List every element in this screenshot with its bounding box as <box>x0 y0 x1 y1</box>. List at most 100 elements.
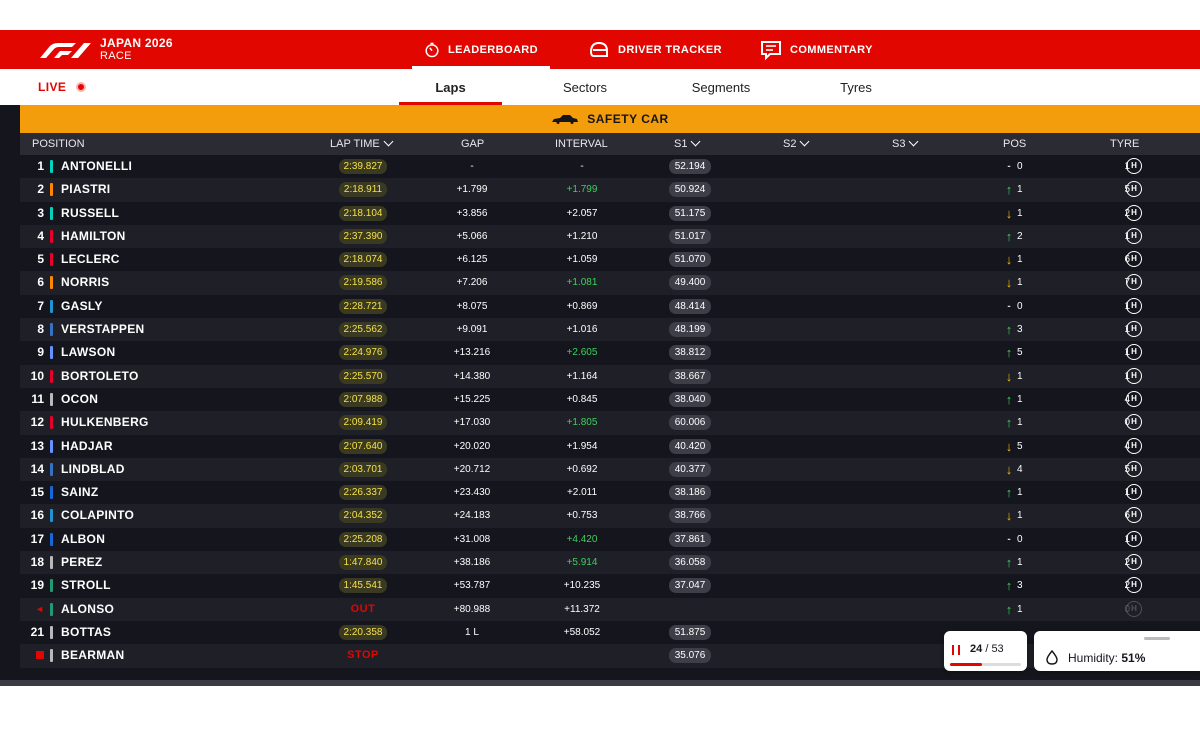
table-row[interactable]: 17 ALBON 2:25.208 +31.008 +4.420 37.861-0 1 H <box>20 528 1200 551</box>
top-nav-bar: JAPAN 2026 RACE LEADERBOARD DRIVER TRACK… <box>0 30 1200 69</box>
tyre-hard-icon: H <box>1126 367 1142 384</box>
team-color-bar <box>50 206 53 220</box>
table-row[interactable]: 18 PEREZ 1:47.840 +38.186 +5.914 36.058 ↑ 1 2 H <box>20 551 1200 575</box>
gap-value: +7.206 <box>456 277 488 289</box>
subtab-segments[interactable]: Segments <box>691 79 751 95</box>
col-s1[interactable]: S1 <box>674 133 701 155</box>
lap-time: 2:18.911 <box>338 182 388 198</box>
table-row[interactable]: BEARMAN STOP 35.076 <box>20 644 1200 668</box>
lap-counter[interactable]: 24 / 53 <box>944 631 1027 671</box>
table-row[interactable]: 14 LINDBLAD 2:03.701 +20.712 +0.692 40.377 ↓ 4 5… <box>20 457 1200 482</box>
table-row[interactable]: 5 LECLERC 2:18.074 +6.125 +1.059 51.070 ↓ 1 6 H <box>20 248 1200 271</box>
tab-driver-tracker[interactable]: DRIVER TRACKER <box>576 30 734 69</box>
arrow-up-icon: ↑ <box>1005 555 1013 571</box>
table-row[interactable]: 1 ANTONELLI 2:39.827- -52.194-0 1 H <box>20 155 1200 178</box>
lap-time-cell: 2:37.390 <box>338 225 388 248</box>
table-row[interactable]: 9 LAWSON 2:24.976 +13.216 +2.605 38.812 ↑ 5 1 H <box>20 341 1200 364</box>
position-change: 1 <box>1017 277 1023 289</box>
brand[interactable]: JAPAN 2026 RACE <box>38 30 173 69</box>
gap-value: +23.430 <box>453 487 491 499</box>
tab-commentary[interactable]: COMMENTARY <box>748 30 885 69</box>
s1-time: 35.076 <box>668 648 712 664</box>
driver-position: 10 <box>30 368 44 383</box>
driver-position: 18 <box>30 555 44 570</box>
table-row[interactable]: 6 NORRIS 2:19.586 +7.206 +1.081 49.400 ↓ 1 7 H <box>20 271 1200 295</box>
arrow-down-icon: ↓ <box>1005 252 1013 268</box>
gap-value: +3.856 <box>456 207 488 219</box>
col-s2[interactable]: S2 <box>783 133 810 155</box>
table-row[interactable]: 12 HULKENBERG 2:09.419 +17.030 +1.805 60.006 ↑… <box>20 411 1200 435</box>
driver-name: COLAPINTO <box>61 508 135 523</box>
lap-time-cell: 2:24.976 <box>338 341 388 364</box>
live-dot-icon <box>76 82 87 92</box>
gap-value: +17.030 <box>453 417 491 429</box>
subtab-tyres[interactable]: Tyres <box>840 79 872 95</box>
table-row[interactable]: 13 HADJAR 2:07.640 +20.020 +1.954 40.420 ↓ 5 4 H <box>20 435 1200 458</box>
col-s3[interactable]: S3 <box>892 133 919 155</box>
table-row[interactable]: 7 GASLY 2:28.721 +8.075 +0.869 48.414-0 1 H <box>20 295 1200 318</box>
lap-time: 2:24.976 <box>338 345 388 361</box>
table-header: POSITION LAP TIME GAP INTERVAL S1 S2 S3 … <box>20 133 1200 155</box>
humidity-readout: Humidity: 51% <box>1068 651 1145 665</box>
lap-time-cell: 2:25.570 <box>338 365 388 388</box>
s1-time: 37.861 <box>668 531 712 547</box>
helmet-icon <box>589 41 608 57</box>
team-color-bar <box>50 462 53 476</box>
arrow-down-icon: ↓ <box>1005 205 1013 221</box>
col-interval: INTERVAL <box>555 138 608 150</box>
tab-leaderboard[interactable]: LEADERBOARD <box>412 30 550 69</box>
arrow-up-icon: ↑ <box>1005 322 1013 338</box>
chevron-down-icon <box>383 136 394 147</box>
s1-time: 40.420 <box>668 438 712 454</box>
s1-cell: 60.006 <box>664 411 716 434</box>
lap-progress-fill <box>950 663 983 666</box>
driver-position: 2 <box>37 182 44 197</box>
gap-value: +38.186 <box>453 557 491 569</box>
arrow-up-icon: ↑ <box>1005 182 1013 198</box>
lap-time: 2:09.419 <box>338 415 388 431</box>
table-row[interactable]: 4 HAMILTON 2:37.390 +5.066 +1.210 51.017 ↑ 2 1 H <box>20 224 1200 249</box>
position-change: 0 <box>1017 300 1023 312</box>
table-row[interactable]: 16 COLAPINTO 2:04.352 +24.183 +0.753 38.766 ↓ 1… <box>20 504 1200 528</box>
table-row[interactable]: 8 VERSTAPPEN 2:25.562 +9.091 +1.016 48.199 ↑ 3 1… <box>20 318 1200 342</box>
gap-value: +9.091 <box>456 324 488 336</box>
s1-cell: 38.812 <box>664 341 716 364</box>
driver-position: 4 <box>37 228 44 243</box>
lap-time: 2:26.337 <box>338 485 388 501</box>
s1-cell: 51.070 <box>664 248 716 271</box>
team-color-bar <box>50 416 53 430</box>
table-row[interactable]: 21 BOTTAS 2:20.358 1 L +58.052 51.875 <box>20 621 1200 644</box>
gap-value: - <box>470 161 474 172</box>
table-row[interactable]: 19 STROLL 1:45.541 +53.787 +10.235 37.047 ↑ 3 2 H <box>20 574 1200 597</box>
table-row[interactable]: 10 BORTOLETO 2:25.570 +14.380 +1.164 38.667 ↓ 1… <box>20 364 1200 388</box>
s1-cell: 38.667 <box>664 365 716 388</box>
team-color-bar <box>50 556 53 570</box>
dash-icon: - <box>1007 533 1011 545</box>
table-row[interactable]: 15 SAINZ 2:26.337 +23.430 +2.011 38.186 ↑ 1 1 H <box>20 481 1200 504</box>
bottom-scrollbar[interactable] <box>0 680 1200 686</box>
table-row[interactable]: 2 PIASTRI 2:18.911 +1.799 +1.799 50.924 ↑ 1 5 H <box>20 178 1200 202</box>
interval-value: +1.799 <box>566 184 598 196</box>
subtab-laps[interactable]: Laps <box>399 69 502 105</box>
driver-name: LINDBLAD <box>61 461 125 476</box>
s1-time: 51.175 <box>668 205 712 221</box>
interval-value: +1.210 <box>566 230 598 242</box>
position-change: 1 <box>1017 417 1023 429</box>
gap-value: +53.787 <box>453 580 491 592</box>
live-label: LIVE <box>38 80 67 94</box>
col-lap-time[interactable]: LAP TIME <box>330 133 394 155</box>
table-row[interactable]: 3 RUSSELL 2:18.104 +3.856 +2.057 51.175 ↓ 1 2 H <box>20 202 1200 225</box>
driver-name: HADJAR <box>61 438 113 453</box>
drag-handle[interactable] <box>1144 637 1170 640</box>
team-color-bar <box>50 253 53 267</box>
lap-time-cell: 1:45.541 <box>338 574 388 597</box>
weather-widget[interactable]: Humidity: 51% <box>1034 631 1200 671</box>
table-row[interactable]: ◄ ALONSO OUT +80.988 +11.372 ↑ 1 0 H <box>20 597 1200 621</box>
interval-value: +2.057 <box>566 207 598 219</box>
s1-cell: 38.766 <box>664 504 716 527</box>
subtab-sectors[interactable]: Sectors <box>562 79 608 95</box>
lap-time-cell: 2:39.827 <box>338 155 388 178</box>
team-color-bar <box>50 649 53 663</box>
table-row[interactable]: 11 OCON 2:07.988 +15.225 +0.845 38.040 ↑ 1 4 H <box>20 388 1200 411</box>
stopwatch-icon <box>425 42 439 57</box>
